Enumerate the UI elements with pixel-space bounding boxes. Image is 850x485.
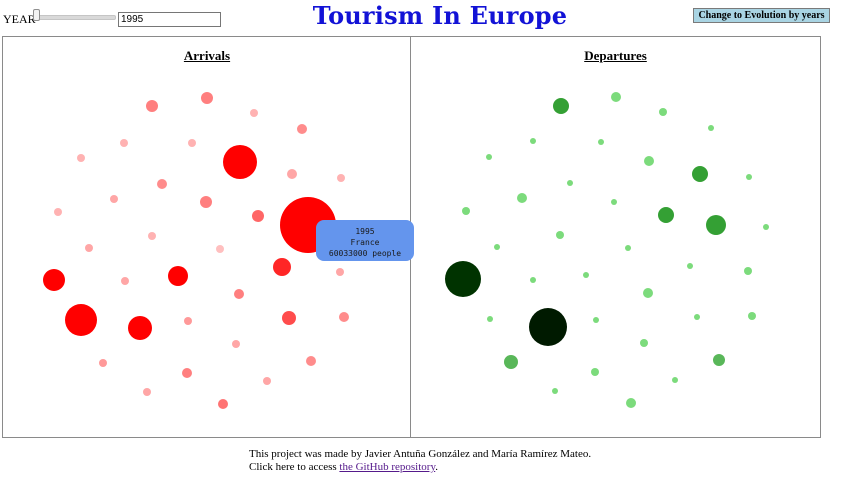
arrivals-bubble[interactable] [99,359,107,367]
departures-bubble[interactable] [462,207,470,215]
footer-link-suffix: . [435,461,438,473]
departures-bubble[interactable] [593,317,599,323]
departures-bubble[interactable] [552,388,558,394]
departures-bubble[interactable] [445,261,481,297]
arrivals-bubble[interactable] [218,399,228,409]
footer-link-prefix: Click here to access [249,461,337,473]
departures-bubble[interactable] [487,316,493,322]
departures-bubble[interactable] [598,139,604,145]
departures-bubble[interactable] [556,231,564,239]
arrivals-bubble[interactable] [85,244,93,252]
departures-bubble[interactable] [530,138,536,144]
arrivals-bubble[interactable] [184,317,192,325]
departures-bubble[interactable] [504,355,518,369]
departures-bubble[interactable] [672,377,678,383]
departures-bubble[interactable] [692,166,708,182]
arrivals-bubble[interactable] [157,179,167,189]
change-mode-button[interactable]: Change to Evolution by years [693,8,830,23]
year-label: YEAR [3,12,36,26]
departures-bubble[interactable] [746,174,752,180]
github-repository-link[interactable]: the GitHub repository [339,461,436,473]
departures-bubble[interactable] [644,156,654,166]
arrivals-bubble[interactable] [54,208,62,216]
departures-bubble[interactable] [763,224,769,230]
departures-bubble[interactable] [706,215,726,235]
arrivals-bubble[interactable] [336,268,344,276]
departures-bubble[interactable] [643,288,653,298]
departures-bubble[interactable] [694,314,700,320]
arrivals-bubble[interactable] [200,196,212,208]
departures-bubble[interactable] [658,207,674,223]
arrivals-bubble[interactable] [201,92,213,104]
departures-bubble[interactable] [708,125,714,131]
departures-bubble[interactable] [567,180,573,186]
arrivals-bubble[interactable] [65,304,97,336]
arrivals-bubble[interactable] [337,174,345,182]
departures-bubble[interactable] [744,267,752,275]
footer-link-line: Click here to access the GitHub reposito… [249,461,591,474]
country-tooltip: 1995 France 60033000 people [316,220,414,261]
arrivals-bubble[interactable] [273,258,291,276]
arrivals-bubble[interactable] [232,340,240,348]
departures-bubble[interactable] [530,277,536,283]
departures-bubble[interactable] [553,98,569,114]
arrivals-bubble[interactable] [223,145,257,179]
departures-bubble[interactable] [659,108,667,116]
arrivals-bubble[interactable] [216,245,224,253]
departures-bubble-chart [445,92,769,408]
arrivals-bubble[interactable] [263,377,271,385]
departures-bubble[interactable] [748,312,756,320]
arrivals-bubble[interactable] [168,266,188,286]
arrivals-bubble[interactable] [339,312,349,322]
arrivals-title: Arrivals [183,48,231,63]
arrivals-bubble[interactable] [282,311,296,325]
departures-bubble[interactable] [713,354,725,366]
arrivals-bubble[interactable] [121,277,129,285]
arrivals-bubble[interactable] [250,109,258,117]
arrivals-bubble[interactable] [182,368,192,378]
footer: This project was made by Javier Antuña G… [249,448,591,474]
arrivals-bubble[interactable] [120,139,128,147]
arrivals-bubble[interactable] [148,232,156,240]
footer-credits: This project was made by Javier Antuña G… [249,448,592,460]
tooltip-country: France [350,238,380,247]
arrivals-bubble[interactable] [146,100,158,112]
departures-title: Departures [584,48,647,63]
departures-bubble[interactable] [517,193,527,203]
year-input[interactable] [118,12,221,27]
toolbar: YEAR Tourism In Europe Change to Evoluti… [0,0,850,34]
arrivals-bubble[interactable] [234,289,244,299]
arrivals-bubble[interactable] [252,210,264,222]
departures-bubble[interactable] [625,245,631,251]
departures-bubble[interactable] [611,92,621,102]
year-slider-thumb[interactable] [33,9,40,21]
departures-bubble[interactable] [640,339,648,347]
page-title: Tourism In Europe [312,1,568,30]
arrivals-bubble[interactable] [297,124,307,134]
arrivals-bubble[interactable] [188,139,196,147]
tooltip-value: 60033000 people [328,249,402,258]
arrivals-bubble[interactable] [128,316,152,340]
arrivals-bubble[interactable] [306,356,316,366]
departures-bubble[interactable] [626,398,636,408]
departures-bubble[interactable] [611,199,617,205]
departures-bubble[interactable] [494,244,500,250]
arrivals-bubble[interactable] [287,169,297,179]
departures-bubble[interactable] [529,308,567,346]
departures-bubble[interactable] [486,154,492,160]
arrivals-bubble[interactable] [143,388,151,396]
departures-bubble[interactable] [583,272,589,278]
departures-bubble[interactable] [591,368,599,376]
tooltip-year: 1995 [355,227,375,236]
arrivals-bubble[interactable] [77,154,85,162]
arrivals-bubble[interactable] [110,195,118,203]
arrivals-bubble[interactable] [43,269,65,291]
departures-bubble[interactable] [687,263,693,269]
departures-panel: Departures [410,36,821,438]
